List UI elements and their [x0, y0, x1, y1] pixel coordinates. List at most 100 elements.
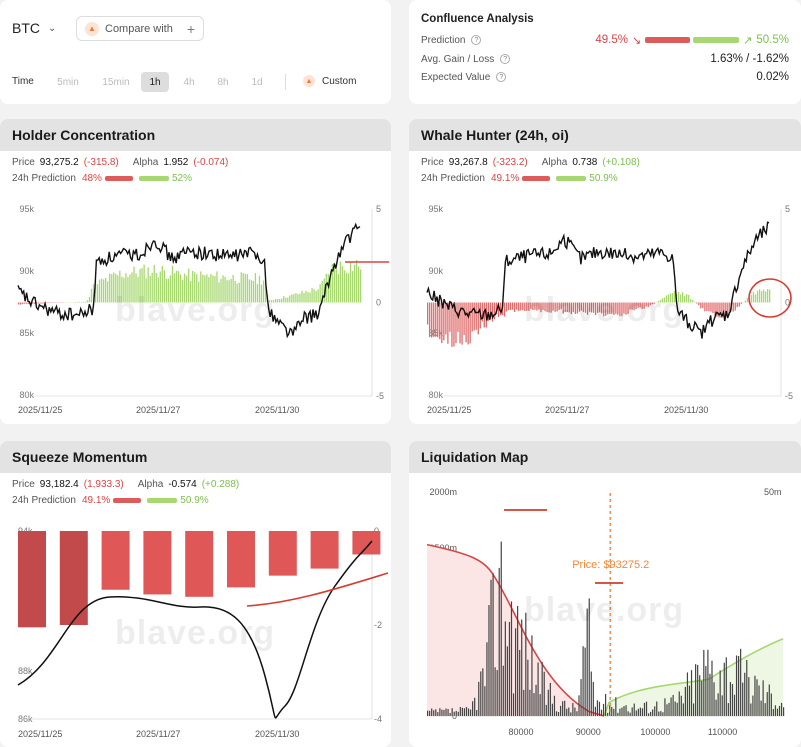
alpha-bar	[248, 279, 250, 303]
timeframe-5min[interactable]: 5min	[57, 76, 79, 88]
alpha-bar	[526, 302, 528, 311]
compare-icon: ▲	[85, 21, 99, 36]
alpha-bar	[671, 293, 674, 303]
liq-bar	[725, 657, 727, 716]
alpha-bar	[586, 302, 589, 315]
alpha-bar	[194, 272, 196, 303]
alpha-bar	[347, 273, 350, 303]
pred-bar-up	[138, 176, 169, 181]
liq-bar	[647, 713, 650, 716]
x-axis-label: 2025/11/27	[136, 729, 180, 739]
custom-button[interactable]: ▲ Custom	[303, 75, 356, 87]
alpha-bar	[129, 274, 131, 303]
alpha-bar	[594, 302, 597, 316]
liq-bar	[760, 700, 762, 716]
liq-bar	[740, 648, 742, 716]
trend-down-icon: ↘	[631, 34, 642, 47]
liq-bar	[521, 619, 523, 716]
pred-down: 49.1%	[81, 495, 111, 506]
liq-bar	[676, 702, 678, 716]
alpha-bar	[516, 302, 518, 310]
controls-card: BTC ⌄ ▲ Compare with + Time 5min 15min 1…	[0, 0, 391, 104]
liq-bar	[469, 709, 472, 716]
x-axis-label: 100000	[640, 727, 670, 737]
liq-bar	[713, 682, 715, 716]
alpha-bar	[155, 272, 157, 303]
alpha-bar	[491, 302, 494, 322]
timeframe-4h[interactable]: 4h	[183, 76, 195, 88]
alpha-bar	[258, 275, 261, 303]
alpha-bar	[281, 298, 283, 303]
liq-bar	[580, 679, 582, 716]
alpha-bar	[601, 302, 603, 314]
y-axis-left-label: 95k	[428, 204, 443, 214]
alpha-bar	[240, 272, 242, 303]
alpha-bar	[437, 302, 439, 338]
liq-bar	[664, 698, 666, 716]
alpha-bar	[714, 302, 716, 316]
trend-up-icon: ↗	[743, 34, 753, 47]
alpha-bar	[572, 302, 575, 313]
y-axis-left-label: 90k	[428, 266, 443, 276]
alpha-bar	[554, 302, 556, 312]
alpha-bar	[42, 302, 44, 304]
compare-button[interactable]: ▲ Compare with +	[76, 16, 204, 41]
alpha-bar	[718, 302, 720, 318]
alpha-bar	[621, 302, 623, 317]
alpha-bar	[645, 302, 647, 307]
alpha-value: 0.738	[572, 157, 598, 168]
liq-bar	[510, 601, 513, 716]
alpha-bar	[287, 297, 289, 303]
alpha-bar	[613, 302, 615, 315]
alpha-bar	[34, 302, 36, 304]
alpha-bar	[686, 294, 688, 303]
liq-bar	[629, 712, 631, 716]
momentum-bar	[143, 531, 172, 595]
liq-bar	[619, 708, 621, 716]
pred-up: 50.9%	[180, 495, 209, 506]
alpha-bar	[86, 300, 89, 303]
liq-bar	[506, 646, 508, 716]
alpha-bar	[187, 268, 190, 303]
liq-bar	[705, 666, 707, 716]
liq-bar	[707, 649, 709, 716]
alpha-bar	[712, 302, 714, 314]
pred-bar-up	[556, 176, 587, 181]
y-axis-right-label: 0	[376, 298, 381, 308]
timeframe-15min[interactable]: 15min	[102, 76, 130, 88]
alpha-bar	[260, 284, 263, 303]
liq-bar	[635, 710, 637, 716]
price-marker-label: Price: $93275.2	[572, 559, 649, 571]
alpha-bar	[455, 302, 457, 344]
alpha-bar	[283, 296, 285, 303]
liq-bar	[758, 685, 760, 716]
alpha-bar	[107, 281, 109, 303]
liq-bar	[539, 694, 541, 716]
timeframe-8h[interactable]: 8h	[217, 76, 229, 88]
liq-bar	[590, 671, 592, 716]
timeframe-1h[interactable]: 1h	[141, 72, 169, 92]
alpha-bar	[453, 302, 455, 347]
alpha-bar	[309, 292, 311, 303]
liq-bar	[672, 694, 674, 716]
alpha-bar	[578, 302, 581, 312]
squeeze-title: Squeeze Momentum	[0, 441, 391, 473]
price-line	[17, 222, 361, 339]
alpha-bar	[631, 302, 633, 310]
alpha-bar	[183, 273, 186, 303]
alpha-bar	[694, 301, 696, 303]
timeframe-1d[interactable]: 1d	[251, 76, 263, 88]
symbol-selector[interactable]: BTC ⌄	[12, 20, 56, 36]
alpha-bar	[102, 279, 105, 303]
x-axis-label: 2025/11/25	[18, 729, 62, 739]
alpha-bar	[740, 302, 742, 304]
alpha-bar	[236, 283, 238, 303]
alpha-bar	[179, 274, 182, 303]
alpha-bar	[732, 302, 734, 312]
alpha-bar	[200, 271, 202, 303]
liq-bar	[527, 659, 529, 716]
liq-bar	[463, 708, 466, 716]
alpha-bar	[238, 282, 240, 303]
alpha-bar	[623, 302, 625, 314]
liq-bar	[594, 706, 596, 716]
